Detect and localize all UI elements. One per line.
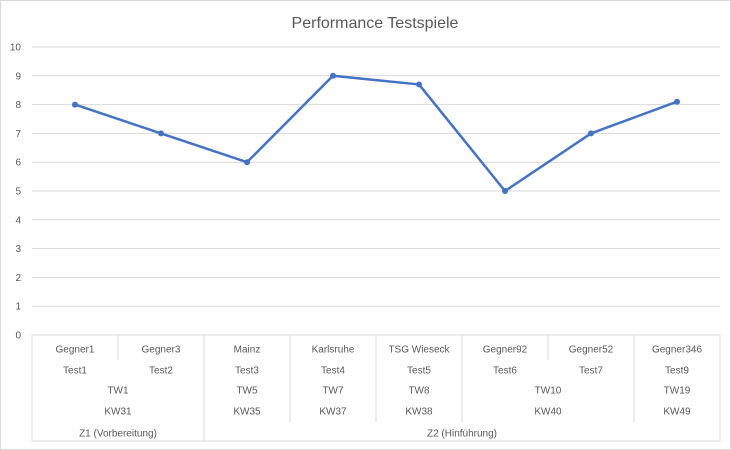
category-label-opponent: Gegner1 <box>56 345 95 356</box>
category-label-opponent: TSG Wieseck <box>388 345 450 356</box>
y-tick-label: 0 <box>15 331 21 342</box>
category-label-test: Test9 <box>665 366 689 377</box>
category-group-kw_groups: KW37 <box>319 407 347 418</box>
category-label-test: Test6 <box>493 366 517 377</box>
category-label-opponent: Mainz <box>234 345 261 356</box>
data-point <box>674 98 680 105</box>
data-point <box>588 130 594 137</box>
y-tick-label: 5 <box>15 187 21 198</box>
data-point <box>330 72 336 79</box>
category-group-kw_groups: KW35 <box>233 407 261 418</box>
category-label-test: Test4 <box>321 366 345 377</box>
data-point <box>72 101 78 108</box>
category-label-test: Test5 <box>407 366 431 377</box>
y-tick-label: 10 <box>10 43 22 54</box>
category-group-kw_groups: KW38 <box>405 407 433 418</box>
data-point <box>244 159 250 166</box>
category-group-phase_groups: Z2 (Hinführung) <box>427 429 497 440</box>
data-point <box>416 81 422 88</box>
category-label-test: Test1 <box>63 366 87 377</box>
category-label-opponent: Karlsruhe <box>312 345 355 356</box>
category-label-opponent: Gegner52 <box>569 345 614 356</box>
category-label-opponent: Gegner346 <box>652 345 702 356</box>
category-group-tw_groups: TW5 <box>236 386 258 397</box>
y-tick-label: 4 <box>15 215 21 226</box>
y-tick-label: 3 <box>15 244 21 255</box>
y-tick-label: 6 <box>15 158 21 169</box>
category-label-test: Test7 <box>579 366 603 377</box>
category-axis: Gegner1 Gegner3 Mainz Karlsruhe TSG Wieseck G… <box>31 335 721 442</box>
y-tick-label: 1 <box>15 302 21 313</box>
category-group-tw_groups: TW1 <box>107 386 129 397</box>
category-label-test: Test2 <box>149 366 173 377</box>
y-tick-label: 9 <box>15 71 21 82</box>
gridlines <box>32 46 720 336</box>
category-group-phase_groups: Z1 (Vorbereitung) <box>79 429 157 440</box>
category-group-tw_groups: TW7 <box>322 386 344 397</box>
chart-title: Performance Testspiele <box>292 15 459 32</box>
category-label-test: Test3 <box>235 366 259 377</box>
category-group-tw_groups: TW10 <box>535 386 562 397</box>
data-point <box>158 130 164 137</box>
y-tick-label: 2 <box>15 273 21 284</box>
category-group-tw_groups: TW19 <box>664 386 691 397</box>
series-line <box>74 74 678 193</box>
category-group-kw_groups: KW31 <box>104 407 132 418</box>
y-tick-label: 8 <box>15 100 21 111</box>
category-group-kw_groups: KW49 <box>663 407 691 418</box>
y-tick-label: 7 <box>15 129 21 140</box>
category-label-opponent: Gegner3 <box>142 345 181 356</box>
y-axis-ticks: 0 1 2 3 4 5 6 7 8 9 10 <box>10 43 22 342</box>
category-label-opponent: Gegner92 <box>483 345 528 356</box>
category-group-kw_groups: KW40 <box>534 407 562 418</box>
series-layer <box>72 72 680 194</box>
category-group-tw_groups: TW8 <box>408 386 430 397</box>
data-point <box>502 188 508 194</box>
